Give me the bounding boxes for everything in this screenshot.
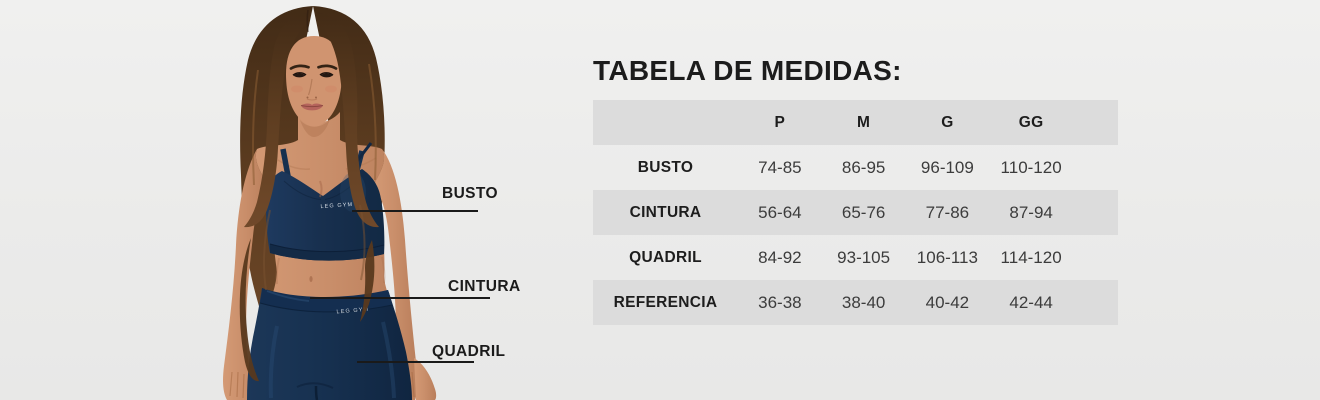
header-col-p: P — [774, 113, 786, 131]
cup-seam-left — [283, 180, 322, 200]
blush-right — [325, 85, 337, 93]
header-col-m: M — [857, 113, 871, 131]
cleavage-shadow — [319, 180, 323, 198]
nose-line — [307, 78, 313, 96]
waistband-seam — [259, 302, 393, 313]
mouth-line — [300, 105, 324, 108]
row-value: 87-94 — [1009, 202, 1053, 222]
row-value: 65-76 — [841, 202, 886, 222]
eyebrow-right — [317, 64, 338, 70]
row-value: 110-120 — [1000, 157, 1062, 177]
table-row: CINTURA 56-64 65-76 77-86 87-94 — [593, 190, 1118, 235]
nostril-left — [306, 96, 309, 99]
leggings-waistband — [260, 288, 392, 313]
hair-highlight — [359, 204, 366, 281]
quadril-pointer-label: QUADRIL — [432, 343, 506, 360]
eyebrow-left — [289, 64, 310, 70]
thigh-highlight-left — [268, 325, 279, 399]
leg-crease — [314, 385, 319, 400]
bra-brand-text: LEG GYM — [320, 202, 353, 210]
cintura-pointer-label: CINTURA — [448, 278, 521, 295]
row-label: REFERENCIA — [613, 293, 718, 311]
hair-highlight — [252, 69, 259, 186]
model-photo: LEG GYM LEG GYM — [223, 6, 437, 400]
row-label: QUADRIL — [629, 248, 702, 266]
lash-right — [319, 72, 334, 76]
eye-left — [293, 73, 306, 78]
row-value: 86-95 — [841, 157, 886, 177]
waist-shadow-right — [381, 256, 386, 284]
table-header-row: P M G GG — [593, 100, 1118, 145]
model-left-arm — [373, 149, 418, 400]
header-col-g: G — [941, 113, 954, 131]
waist-shadow-left — [275, 257, 280, 285]
row-value: 93-105 — [837, 247, 891, 267]
row-value: 40-42 — [925, 292, 970, 312]
quadril-pointer-line — [357, 361, 474, 363]
blush-left — [291, 85, 303, 93]
hair-highlight — [262, 209, 271, 291]
crotch-shadow — [296, 382, 334, 389]
eye-right — [320, 73, 333, 78]
hair-part-line — [306, 9, 309, 33]
row-value: 77-86 — [925, 202, 970, 222]
lash-left — [292, 72, 307, 76]
row-label: CINTURA — [629, 203, 702, 221]
busto-pointer-line — [352, 210, 478, 212]
hair-strand-right — [360, 240, 375, 322]
table-row: REFERENCIA 36-38 38-40 40-42 42-44 — [593, 280, 1118, 325]
row-value: 38-40 — [841, 292, 886, 312]
row-value: 36-38 — [758, 292, 802, 312]
table-row: QUADRIL 84-92 93-105 106-113 114-120 — [593, 235, 1118, 280]
hair-highlight — [368, 63, 377, 181]
model-left-hand — [414, 358, 437, 400]
hair-front-right — [317, 12, 379, 228]
row-value: 56-64 — [758, 202, 802, 222]
chin-shadow — [300, 119, 330, 137]
collarbone-left — [277, 159, 311, 170]
nose-base — [306, 98, 318, 101]
navel — [309, 276, 313, 282]
hair-front-left — [244, 12, 309, 228]
page-title: TABELA DE MEDIDAS: — [593, 55, 902, 86]
cintura-pointer-line — [310, 297, 490, 299]
row-value: 114-120 — [1000, 247, 1062, 267]
row-value: 106-113 — [916, 247, 978, 267]
leggings-brand-text: LEG GYM — [336, 307, 369, 316]
size-table: P M G GG BUSTO 74-85 86-95 96-109 110-12… — [593, 100, 1118, 325]
row-value: 42-44 — [1009, 292, 1053, 312]
hair-strand-left — [239, 238, 259, 382]
model-face — [286, 36, 342, 127]
nostril-right — [315, 96, 317, 99]
row-label: BUSTO — [637, 158, 694, 176]
bra-band — [270, 244, 384, 261]
bra-strap-left — [280, 148, 291, 177]
header-col-gg: GG — [1018, 113, 1044, 131]
waistband-highlight — [266, 290, 310, 302]
row-value: 84-92 — [758, 247, 802, 267]
thigh-highlight-right — [381, 321, 396, 399]
busto-pointer-label: BUSTO — [442, 185, 498, 202]
leggings — [247, 288, 412, 400]
table-row: BUSTO 74-85 86-95 96-109 110-120 — [593, 145, 1118, 190]
row-value: 96-109 — [920, 157, 974, 177]
row-value: 74-85 — [758, 157, 802, 177]
